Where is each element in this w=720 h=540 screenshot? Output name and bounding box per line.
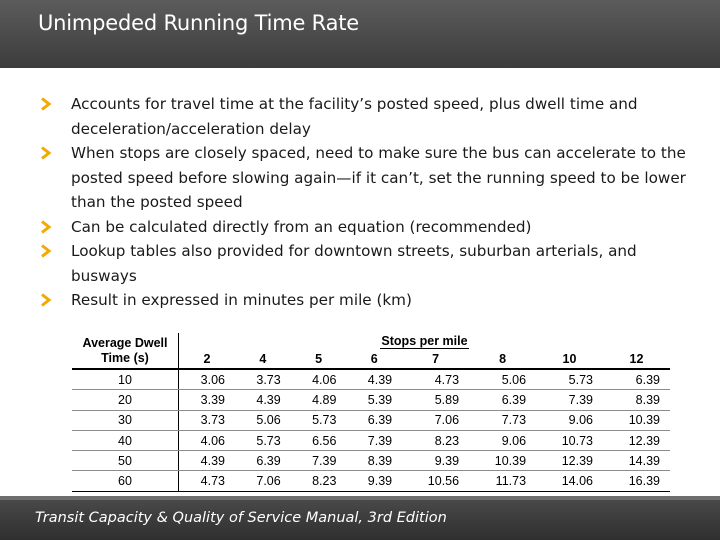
column-header: 7	[402, 349, 470, 370]
running-time-cell: 3.06	[178, 369, 236, 391]
column-header: 4	[235, 349, 291, 370]
slide-header: Unimpeded Running Time Rate	[0, 0, 720, 68]
bullet-item: Result in expressed in minutes per mile …	[40, 288, 690, 313]
running-time-cell: 10.73	[536, 430, 603, 452]
slide-title: Unimpeded Running Time Rate	[38, 11, 360, 35]
running-time-cell: 4.73	[178, 470, 236, 492]
running-time-cell: 5.89	[402, 389, 470, 411]
running-time-cell: 5.06	[469, 369, 537, 391]
bullet-text: Lookup tables also provided for downtown…	[71, 242, 637, 285]
table-row: 20 3.39 4.39 4.89 5.39 5.89 6.39 7.39 8.39	[72, 389, 670, 411]
slide-footer: Transit Capacity & Quality of Service Ma…	[0, 496, 720, 540]
running-time-cell: 4.39	[346, 369, 403, 391]
running-time-cell: 7.39	[290, 450, 347, 472]
dwell-time-cell: 30	[72, 410, 179, 431]
running-time-cell: 7.39	[346, 430, 403, 452]
table-row: 10 3.06 3.73 4.06 4.39 4.73 5.06 5.73 6.39	[72, 369, 670, 391]
running-time-cell: 5.06	[235, 410, 291, 431]
running-time-cell: 10.39	[602, 410, 670, 431]
running-time-cell: 4.89	[290, 389, 347, 411]
running-time-cell: 6.56	[290, 430, 347, 452]
dwell-time-cell: 10	[72, 369, 179, 391]
running-time-cell: 10.56	[402, 470, 470, 492]
table-row: 60 4.73 7.06 8.23 9.39 10.56 11.73 14.06 16.39	[72, 470, 670, 492]
running-time-cell: 5.39	[346, 389, 403, 411]
running-time-cell: 4.06	[290, 369, 347, 391]
bullet-text: Accounts for travel time at the facility…	[71, 95, 638, 138]
running-time-cell: 5.73	[290, 410, 347, 431]
column-header: 2	[178, 349, 236, 370]
bullet-list: Accounts for travel time at the facility…	[40, 92, 690, 313]
footer-divider	[0, 496, 720, 500]
column-group-label: Stops per mile	[380, 334, 469, 350]
column-header: 8	[469, 349, 537, 370]
column-header: 5	[290, 349, 347, 370]
running-time-cell: 8.39	[346, 450, 403, 472]
table-row: 30 3.73 5.06 5.73 6.39 7.06 7.73 9.06 10.39	[72, 410, 670, 431]
running-time-cell: 5.73	[235, 430, 291, 452]
running-time-cell: 3.73	[235, 369, 291, 391]
bullet-text: Can be calculated directly from an equat…	[71, 217, 532, 236]
running-time-cell: 4.06	[178, 430, 236, 452]
running-time-cell: 9.39	[346, 470, 403, 492]
running-time-cell: 4.73	[402, 369, 470, 391]
chevron-right-icon	[41, 146, 52, 160]
source-citation: Transit Capacity & Quality of Service Ma…	[35, 510, 447, 526]
chevron-right-icon	[41, 244, 52, 258]
running-time-cell: 5.73	[536, 369, 603, 391]
bullet-item: Can be calculated directly from an equat…	[40, 215, 690, 240]
running-time-cell: 4.39	[235, 389, 291, 411]
running-time-cell: 3.73	[178, 410, 236, 431]
running-time-cell: 9.06	[536, 410, 603, 431]
column-header: 6	[346, 349, 403, 370]
running-time-cell: 8.23	[290, 470, 347, 492]
running-time-cell: 3.39	[178, 389, 236, 411]
running-time-cell: 7.06	[235, 470, 291, 492]
bullet-item: When stops are closely spaced, need to m…	[40, 141, 690, 215]
running-time-cell: 16.39	[602, 470, 670, 492]
chevron-right-icon	[41, 293, 52, 307]
running-time-cell: 12.39	[536, 450, 603, 472]
dwell-time-cell: 50	[72, 450, 179, 472]
column-header: 10	[536, 349, 603, 370]
running-time-cell: 11.73	[469, 470, 537, 492]
chevron-right-icon	[41, 97, 52, 111]
dwell-time-cell: 40	[72, 430, 179, 452]
running-time-cell: 9.06	[469, 430, 537, 452]
running-time-cell: 6.39	[235, 450, 291, 472]
chevron-right-icon	[41, 219, 52, 234]
running-time-cell: 6.39	[346, 410, 403, 431]
running-time-cell: 7.73	[469, 410, 537, 431]
bullet-text: When stops are closely spaced, need to m…	[71, 144, 686, 211]
running-time-cell: 7.39	[536, 389, 603, 411]
bullet-item: Lookup tables also provided for downtown…	[40, 239, 690, 288]
row-header: Average Dwell Time (s)	[72, 333, 179, 370]
column-header: 12	[602, 349, 670, 370]
dwell-time-cell: 20	[72, 389, 179, 411]
running-time-cell: 9.39	[402, 450, 470, 472]
running-time-cell: 6.39	[469, 389, 537, 411]
bullet-item: Accounts for travel time at the facility…	[40, 92, 690, 141]
running-time-cell: 7.06	[402, 410, 470, 431]
running-time-cell: 6.39	[602, 369, 670, 391]
column-header-row: 2 4 5 6 7 8 10 12	[72, 349, 670, 370]
running-time-cell: 4.39	[178, 450, 236, 472]
table-body: 10 3.06 3.73 4.06 4.39 4.73 5.06 5.73 6.39 20 3.39…	[72, 369, 670, 492]
table-row: 40 4.06 5.73 6.56 7.39 8.23 9.06 10.73 12.39	[72, 430, 670, 452]
running-time-cell: 8.23	[402, 430, 470, 452]
running-time-cell: 8.39	[602, 389, 670, 411]
column-group-header: Stops per mile	[179, 333, 671, 350]
running-time-cell: 12.39	[602, 430, 670, 452]
running-time-cell: 14.06	[536, 470, 603, 492]
running-time-cell: 14.39	[602, 450, 670, 472]
running-time-cell: 10.39	[469, 450, 537, 472]
bullet-text: Result in expressed in minutes per mile …	[71, 291, 412, 309]
dwell-time-cell: 60	[72, 470, 179, 492]
table-row: 50 4.39 6.39 7.39 8.39 9.39 10.39 12.39 14.39	[72, 450, 670, 472]
